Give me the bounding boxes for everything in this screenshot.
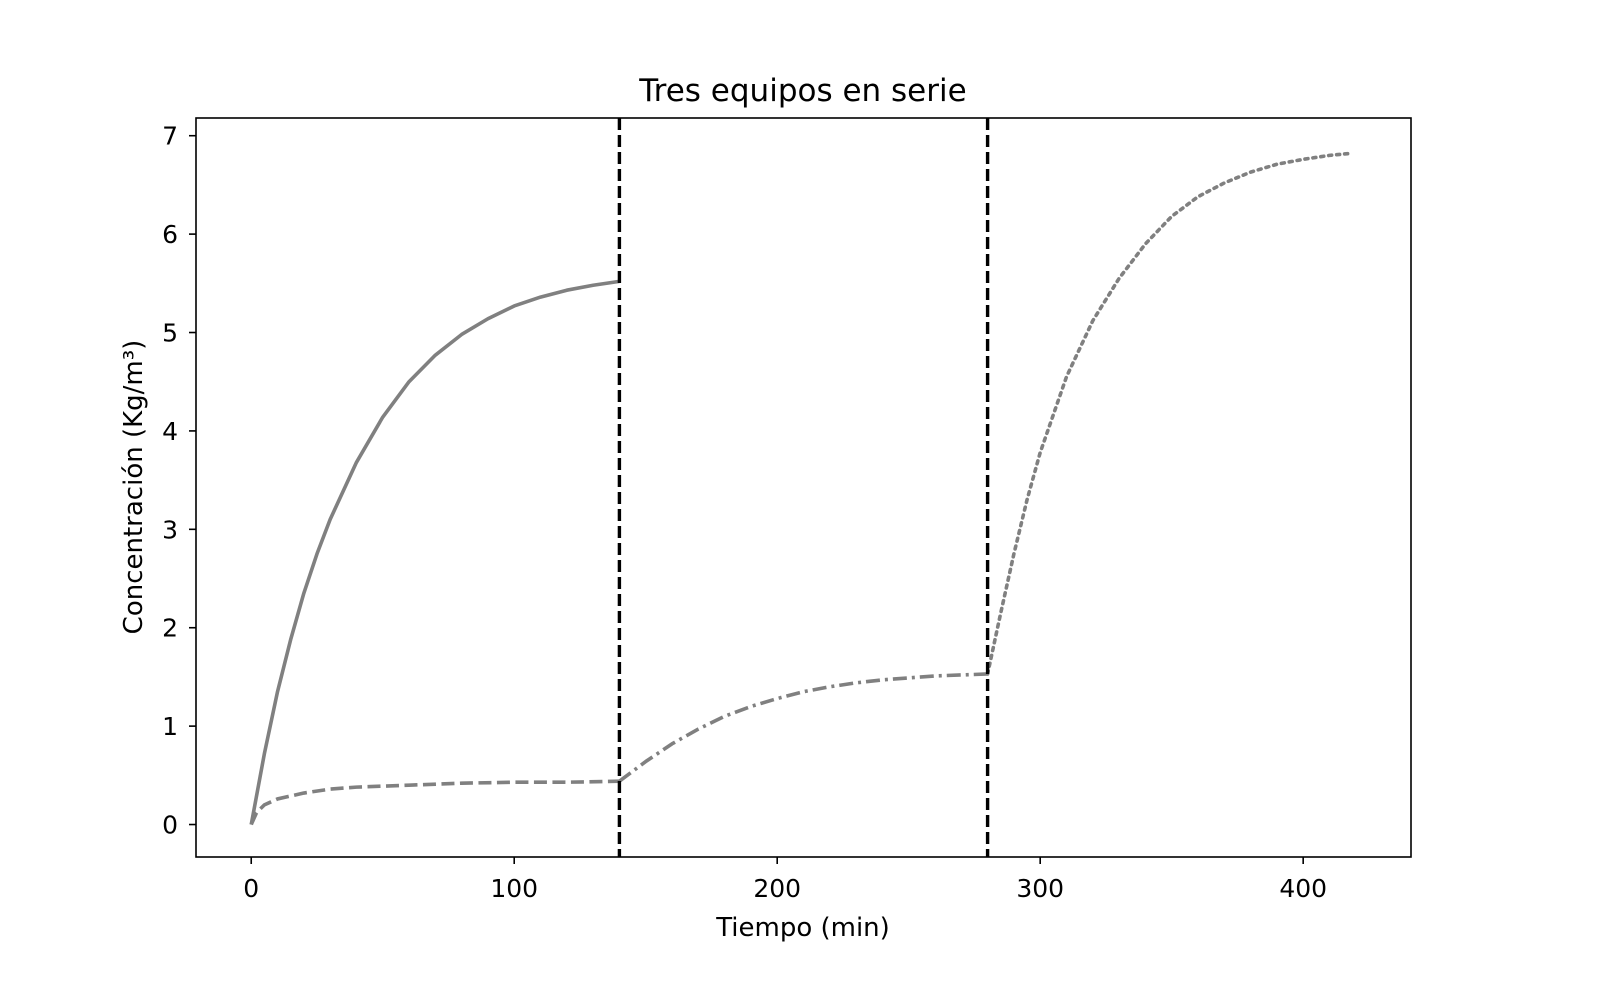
- y-tick-label: 6: [162, 220, 178, 249]
- vertical-reference-lines: [617, 118, 990, 857]
- series-line-dashdot: [618, 672, 988, 783]
- y-tick-label: 7: [162, 122, 178, 151]
- y-axis-label: Concentración (Kg/m³): [119, 340, 149, 635]
- x-tick-label: 100: [490, 874, 538, 903]
- x-axis: 0 100 200 300 400: [243, 857, 1327, 903]
- series-line-dashed: [249, 779, 620, 826]
- y-tick-label: 3: [162, 515, 178, 544]
- x-tick-label: 300: [1016, 874, 1064, 903]
- series-line-solid: [249, 279, 620, 825]
- x-tick-label: 200: [753, 874, 801, 903]
- plot-frame: [195, 117, 1412, 858]
- y-tick-label: 0: [162, 811, 178, 840]
- y-tick-label: 5: [162, 319, 178, 348]
- x-tick-label: 0: [243, 874, 259, 903]
- chart-title: Tres equipos en serie: [638, 73, 966, 109]
- x-axis-label: Tiempo (min): [715, 913, 890, 943]
- y-tick-label: 2: [162, 614, 178, 643]
- y-axis: 0 1 2 3 4 5 6 7: [162, 122, 196, 840]
- y-tick-label: 4: [162, 417, 178, 446]
- series-line-dotted: [985, 151, 1353, 676]
- plot-area: [249, 151, 1353, 826]
- y-tick-label: 1: [162, 712, 178, 741]
- x-tick-label: 400: [1279, 874, 1327, 903]
